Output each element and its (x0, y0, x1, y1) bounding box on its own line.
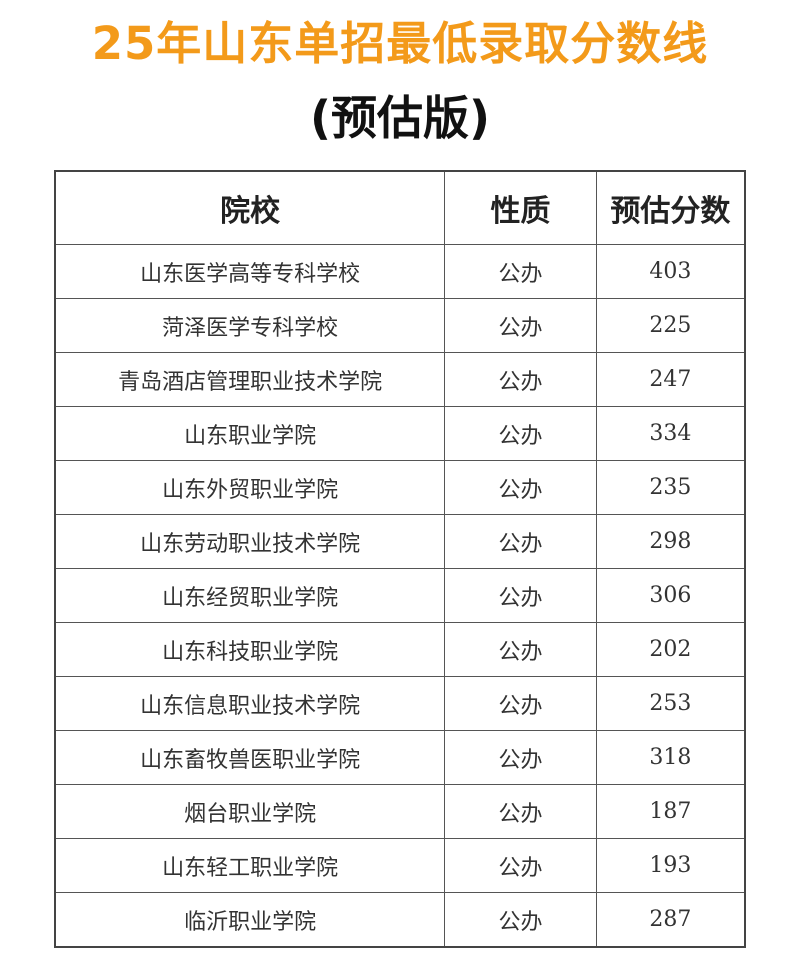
table-row: 烟台职业学院 公办 187 (54, 784, 746, 839)
type-cell: 公办 (444, 676, 597, 731)
type-cell: 公办 (444, 406, 597, 461)
type-cell: 公办 (444, 568, 597, 623)
score-cell: 193 (595, 838, 746, 893)
type-cell: 公办 (444, 244, 597, 299)
school-cell: 山东经贸职业学院 (54, 568, 446, 623)
type-cell: 公办 (444, 892, 597, 948)
table-row: 青岛酒店管理职业技术学院 公办 247 (54, 352, 746, 407)
header-score: 预估分数 (595, 170, 746, 245)
school-cell: 山东职业学院 (54, 406, 446, 461)
page-title: 25年山东单招最低录取分数线 (91, 17, 709, 70)
school-cell: 山东畜牧兽医职业学院 (54, 730, 446, 785)
header-type: 性质 (444, 170, 597, 245)
table-row: 山东科技职业学院 公办 202 (54, 622, 746, 677)
score-cell: 187 (595, 784, 746, 839)
school-cell: 烟台职业学院 (54, 784, 446, 839)
school-cell: 山东劳动职业技术学院 (54, 514, 446, 569)
score-cell: 334 (595, 406, 746, 461)
school-cell: 山东医学高等专科学校 (54, 244, 446, 299)
score-cell: 306 (595, 568, 746, 623)
score-cell: 318 (595, 730, 746, 785)
table-row: 菏泽医学专科学校 公办 225 (54, 298, 746, 353)
type-cell: 公办 (444, 352, 597, 407)
type-cell: 公办 (444, 838, 597, 893)
table-row: 山东外贸职业学院 公办 235 (54, 460, 746, 515)
score-table: 院校 性质 预估分数 山东医学高等专科学校 公办 403 菏泽医学专科学校 公办 225 青… (54, 170, 746, 948)
table-row: 山东职业学院 公办 334 (54, 406, 746, 461)
school-cell: 菏泽医学专科学校 (54, 298, 446, 353)
table-row: 山东畜牧兽医职业学院 公办 318 (54, 730, 746, 785)
score-cell: 298 (595, 514, 746, 569)
school-cell: 山东轻工职业学院 (54, 838, 446, 893)
type-cell: 公办 (444, 730, 597, 785)
page-subtitle: (预估版) (309, 91, 491, 145)
school-cell: 山东外贸职业学院 (54, 460, 446, 515)
table-header-row: 院校 性质 预估分数 (54, 170, 746, 245)
type-cell: 公办 (444, 460, 597, 515)
school-cell: 临沂职业学院 (54, 892, 446, 948)
score-cell: 403 (595, 244, 746, 299)
score-cell: 225 (595, 298, 746, 353)
table-row: 临沂职业学院 公办 287 (54, 892, 746, 948)
score-cell: 235 (595, 460, 746, 515)
school-cell: 山东科技职业学院 (54, 622, 446, 677)
score-cell: 287 (595, 892, 746, 948)
type-cell: 公办 (444, 514, 597, 569)
school-cell: 山东信息职业技术学院 (54, 676, 446, 731)
type-cell: 公办 (444, 298, 597, 353)
table-row: 山东劳动职业技术学院 公办 298 (54, 514, 746, 569)
score-cell: 202 (595, 622, 746, 677)
header-school: 院校 (54, 170, 446, 245)
table-row: 山东轻工职业学院 公办 193 (54, 838, 746, 893)
score-cell: 247 (595, 352, 746, 407)
table-row: 山东经贸职业学院 公办 306 (54, 568, 746, 623)
school-cell: 青岛酒店管理职业技术学院 (54, 352, 446, 407)
table-row: 山东信息职业技术学院 公办 253 (54, 676, 746, 731)
score-cell: 253 (595, 676, 746, 731)
type-cell: 公办 (444, 622, 597, 677)
type-cell: 公办 (444, 784, 597, 839)
table-row: 山东医学高等专科学校 公办 403 (54, 244, 746, 299)
